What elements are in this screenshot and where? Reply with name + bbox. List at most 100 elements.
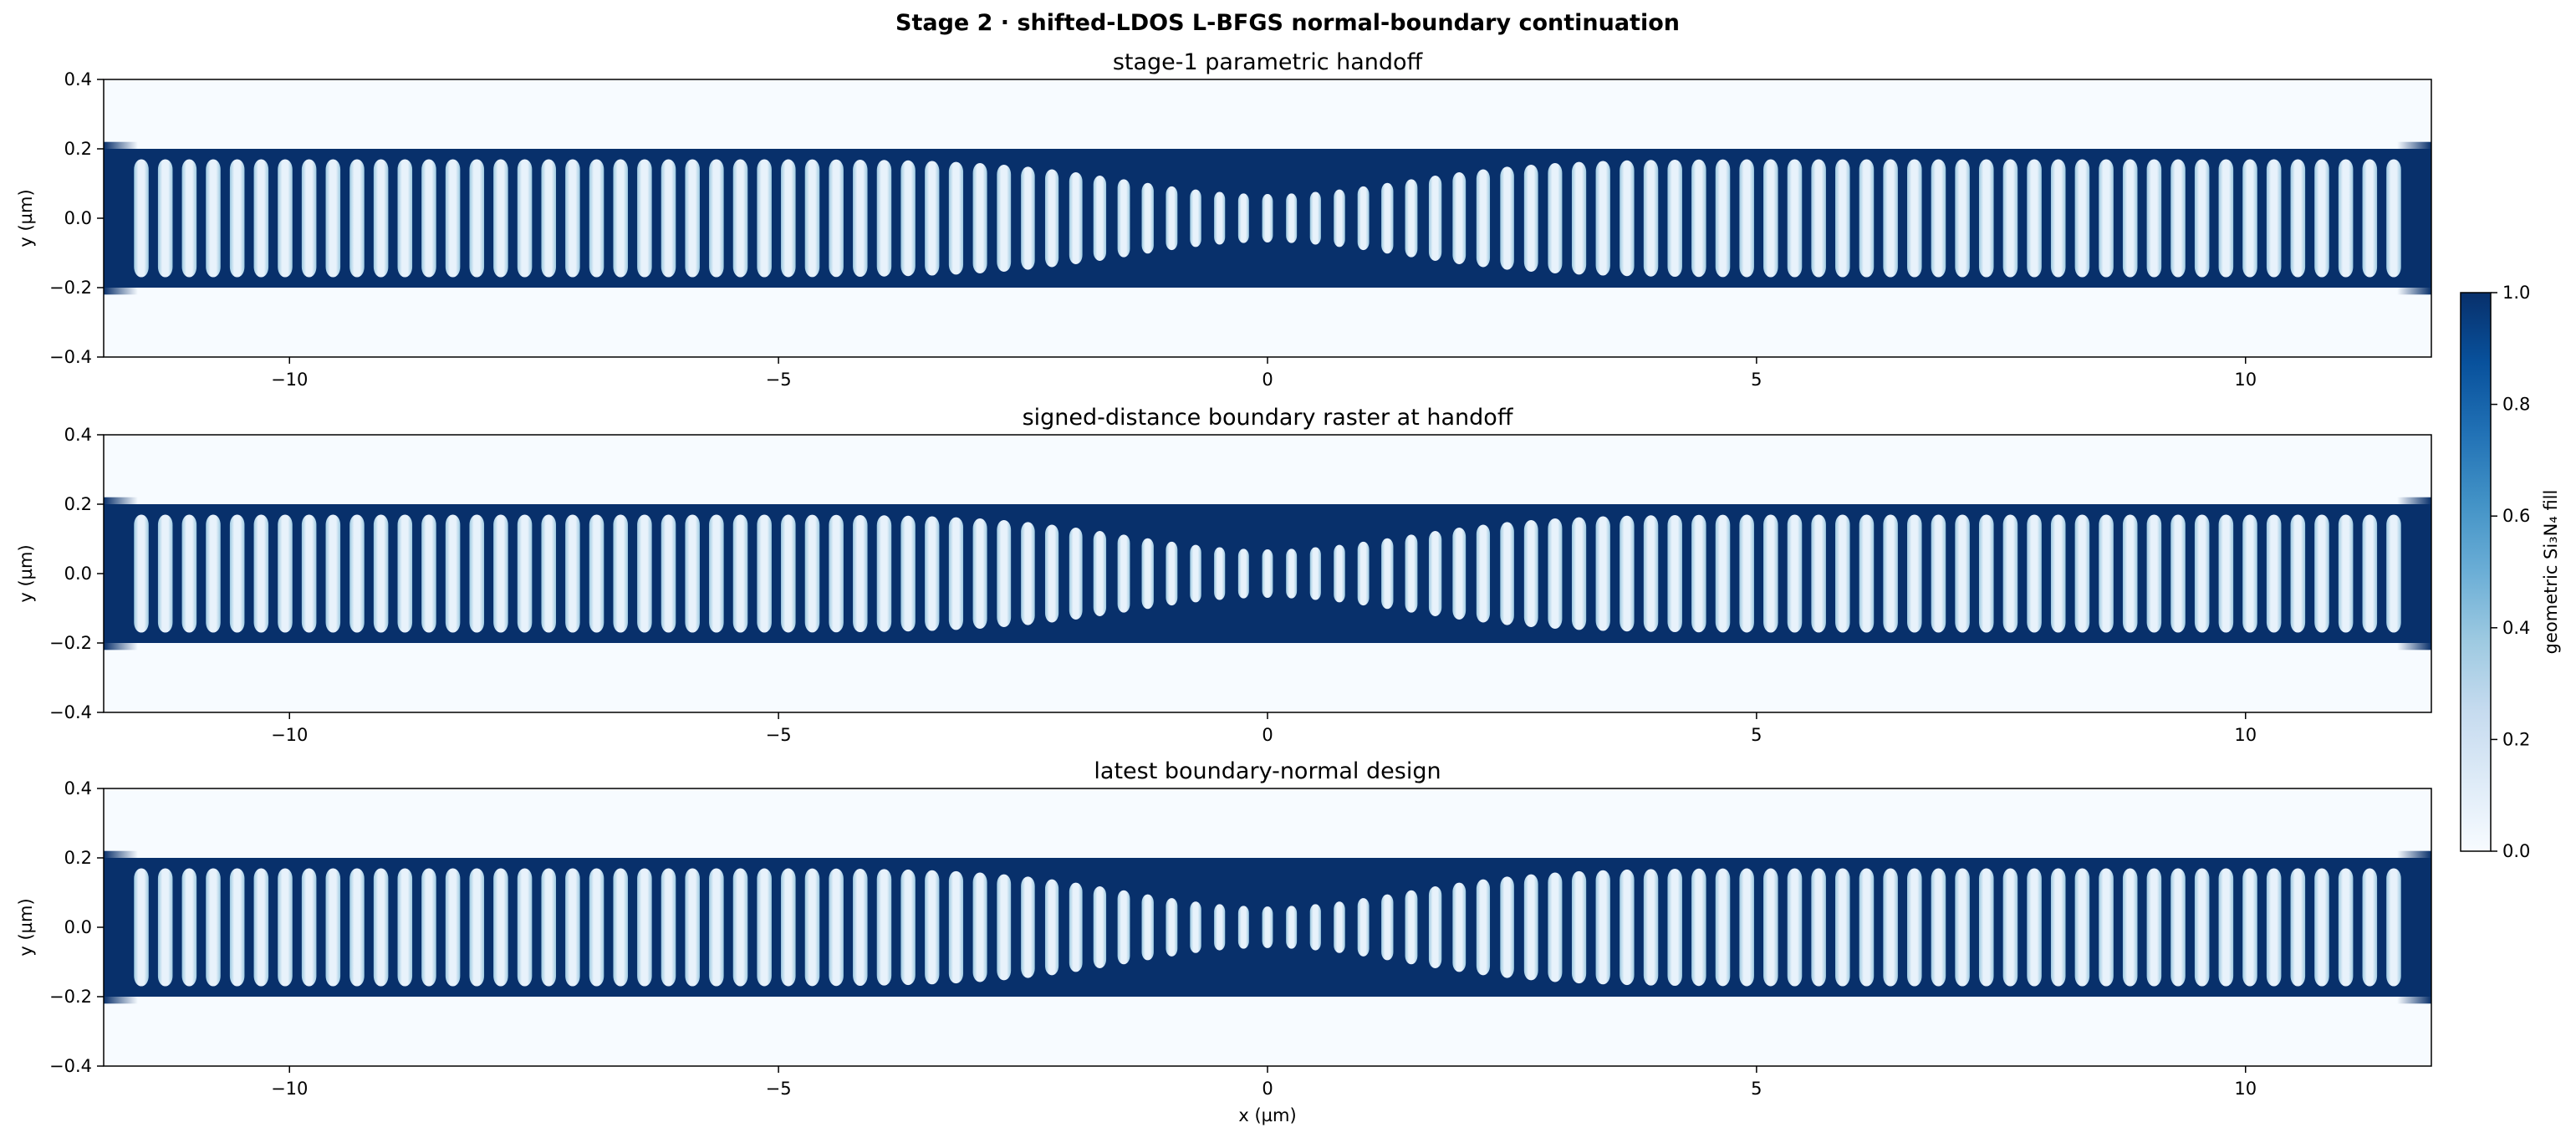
hole-mark [1835, 868, 1850, 987]
colorbar-tick-label: 0.0 [2502, 841, 2530, 861]
hole-mark [709, 159, 724, 278]
hole-mark [397, 514, 413, 633]
hole-mark [1955, 868, 1970, 987]
hole-mark [2338, 868, 2354, 987]
hole-mark [1237, 906, 1249, 949]
hole-mark [1334, 189, 1345, 247]
hole-mark [804, 868, 820, 987]
hole-mark [469, 514, 485, 633]
hole-mark [301, 159, 317, 278]
y-tick-label: 0.2 [64, 848, 92, 868]
hole-mark [1237, 549, 1249, 599]
hole-mark [1309, 191, 1321, 245]
hole-mark [1357, 541, 1370, 606]
y-tick-label: −0.2 [49, 278, 92, 298]
hole-mark [1763, 159, 1778, 278]
hole-mark [1357, 186, 1370, 251]
hole-mark [1190, 901, 1201, 953]
x-tick-label: 0 [1262, 370, 1273, 390]
hole-mark [229, 868, 245, 987]
panel-title: stage-1 parametric handoff [1113, 49, 1424, 75]
hole-mark [2266, 868, 2282, 987]
hole-mark [181, 868, 197, 987]
hole-mark [253, 868, 269, 987]
colorbar-tick-label: 0.2 [2502, 729, 2530, 749]
hole-mark [853, 159, 868, 278]
hole-mark [2362, 159, 2378, 278]
hole-mark [421, 868, 436, 987]
hole-mark [2194, 159, 2210, 278]
hole-mark [1811, 868, 1826, 987]
hole-mark [2242, 159, 2257, 278]
colorbar: 0.0 0.2 0.4 0.6 0.8 1.0 geometric Si₃N₄ fill [2460, 283, 2561, 861]
hole-mark [1309, 547, 1321, 600]
hole-mark [541, 514, 557, 633]
hole-mark [565, 159, 580, 278]
hole-mark [2290, 514, 2306, 633]
x-tick-label: −10 [271, 725, 308, 745]
x-tick-label: 5 [1751, 1079, 1762, 1099]
hole-mark [1334, 901, 1345, 953]
colorbar-tick-label: 0.8 [2502, 395, 2530, 415]
hole-mark [829, 514, 844, 633]
hole-mark [2314, 159, 2329, 278]
hole-mark [2218, 159, 2234, 278]
hole-mark [1093, 886, 1107, 968]
hole-mark [1190, 189, 1201, 247]
hole-mark [2027, 159, 2042, 278]
hole-mark [829, 868, 844, 987]
hole-mark [1334, 544, 1345, 603]
hole-mark [2194, 868, 2210, 987]
hole-mark [1476, 879, 1491, 976]
hole-mark [181, 159, 197, 278]
x-tick-label: 0 [1262, 1079, 1273, 1099]
hole-mark [1931, 868, 1946, 987]
hole-mark [1571, 161, 1587, 275]
hole-mark [1715, 159, 1731, 278]
hole-mark [1835, 514, 1850, 633]
hole-mark [2099, 159, 2114, 278]
hole-mark [2099, 514, 2114, 633]
hole-mark [613, 514, 628, 633]
hole-mark [1044, 524, 1059, 623]
hole-mark [1117, 890, 1130, 965]
hole-mark [1691, 868, 1706, 987]
hole-mark [2242, 868, 2257, 987]
hole-mark [1476, 524, 1491, 623]
hole-mark [1811, 159, 1826, 278]
hole-mark [325, 514, 341, 633]
hole-mark [948, 517, 964, 630]
x-tick-label: −10 [271, 1079, 308, 1099]
hole-mark [469, 868, 485, 987]
hole-mark [1428, 176, 1442, 261]
hole-mark [781, 159, 796, 278]
hole-mark [181, 514, 197, 633]
hole-mark [1286, 193, 1298, 243]
colorbar-tick-label: 0.6 [2502, 506, 2530, 526]
hole-mark [1309, 904, 1321, 951]
y-tick-label: −0.2 [49, 987, 92, 1007]
hole-mark [229, 514, 245, 633]
x-tick-label: −5 [766, 370, 792, 390]
hole-mark [397, 868, 413, 987]
hole-mark [1381, 894, 1394, 961]
hole-mark [206, 159, 221, 278]
hole-mark [2146, 159, 2162, 278]
hole-mark [253, 159, 269, 278]
hole-mark [1476, 169, 1491, 268]
hole-mark [2386, 514, 2401, 633]
hole-mark [685, 159, 700, 278]
x-tick-label: 5 [1751, 370, 1762, 390]
y-tick-label: 0.4 [64, 69, 92, 89]
hole-mark [1452, 882, 1467, 972]
hole-mark [637, 868, 652, 987]
hole-mark [2050, 514, 2066, 633]
hole-mark [1931, 159, 1946, 278]
hole-mark [972, 518, 987, 629]
hole-mark [1428, 886, 1442, 968]
hole-mark [2074, 868, 2090, 987]
hole-mark [206, 514, 221, 633]
hole-mark [1093, 176, 1107, 261]
hole-mark [2050, 159, 2066, 278]
hole-mark [2170, 514, 2186, 633]
